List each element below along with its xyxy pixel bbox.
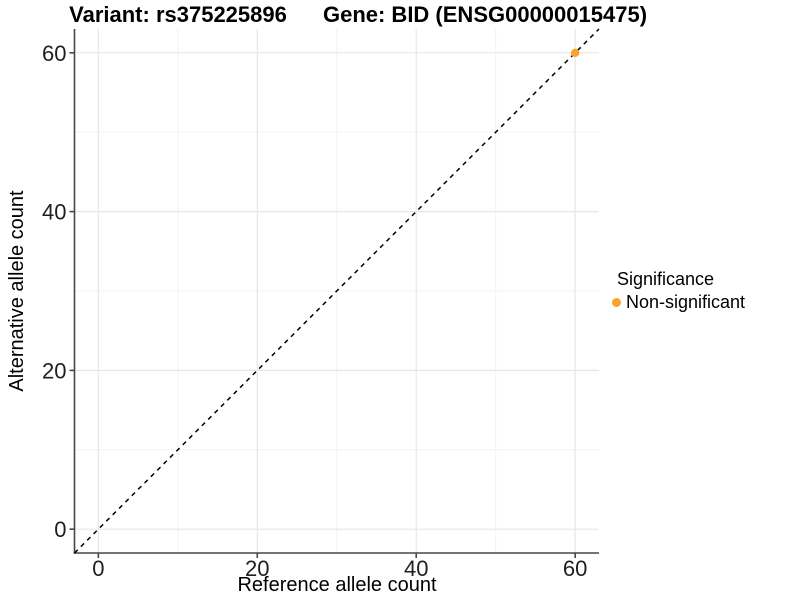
legend-point-icon bbox=[612, 297, 621, 307]
x-tick-label: 60 bbox=[563, 556, 587, 581]
legend-item-non-significant: Non-significant bbox=[612, 291, 745, 313]
y-tick-label: 40 bbox=[42, 200, 66, 225]
legend: Significance Non-significant bbox=[612, 268, 745, 313]
y-tick-label: 0 bbox=[54, 517, 66, 542]
x-tick-label: 40 bbox=[404, 556, 428, 581]
x-tick-label: 0 bbox=[92, 556, 104, 581]
variant-title: Variant: rs375225896 bbox=[69, 2, 287, 27]
data-point bbox=[570, 48, 580, 58]
x-tick-label: 20 bbox=[245, 556, 269, 581]
x-axis-title: Reference allele count bbox=[237, 574, 437, 596]
gene-title: Gene: BID (ENSG00000015475) bbox=[322, 2, 648, 27]
legend-item-label: Non-significant bbox=[626, 292, 746, 312]
identity-line bbox=[73, 28, 600, 554]
legend-title: Significance bbox=[617, 269, 715, 289]
y-axis-title: Alternative allele count bbox=[6, 190, 28, 392]
y-tick-label: 20 bbox=[42, 358, 66, 383]
y-tick-label: 60 bbox=[42, 41, 66, 66]
